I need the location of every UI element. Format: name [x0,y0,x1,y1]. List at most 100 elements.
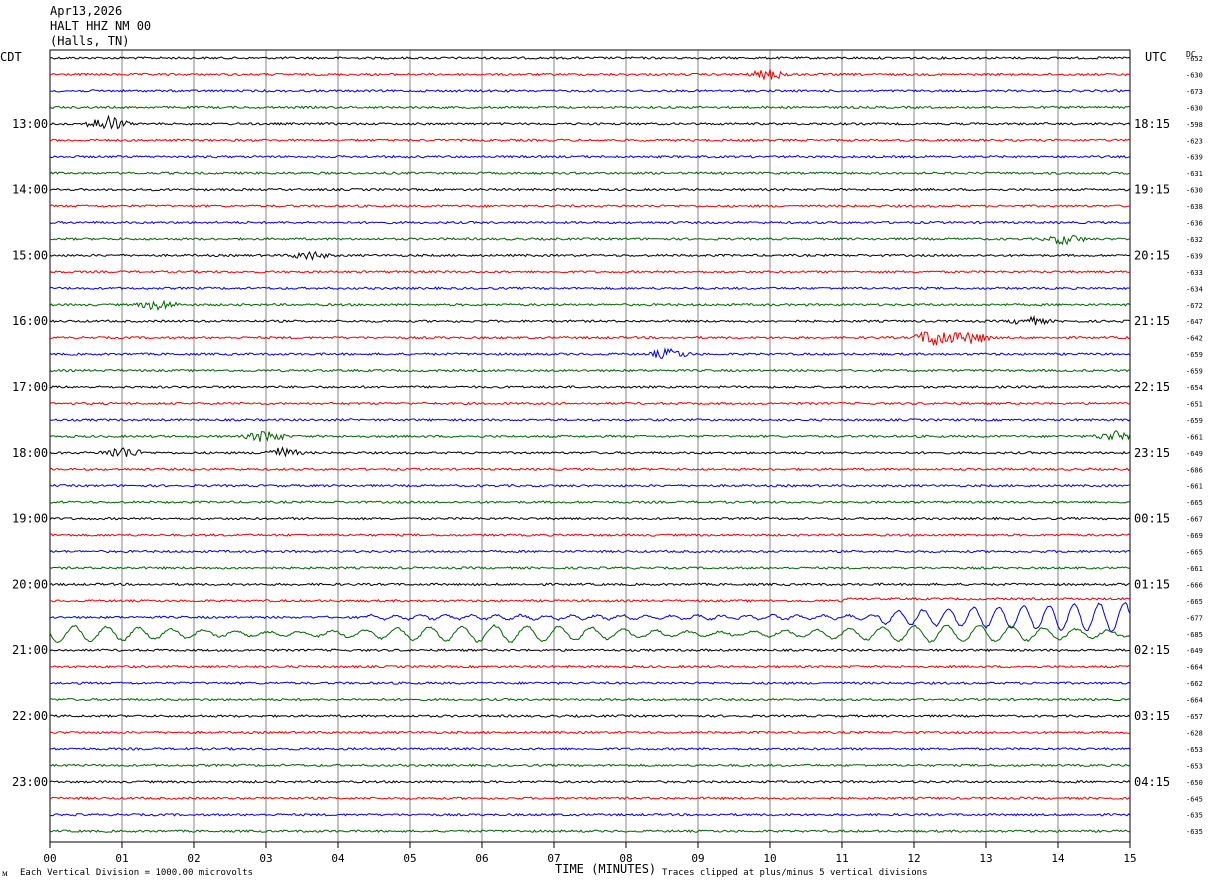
seismic-trace [49,368,1131,373]
seismic-trace [49,648,1131,653]
seismic-trace [49,483,1131,488]
x-tick-label: 14 [1051,852,1065,865]
dc-offset-label: -636 [1186,220,1203,228]
cdt-hour-label: 15:00 [12,248,48,262]
seismic-trace [49,234,1131,246]
seismic-trace [49,446,1131,458]
seismic-trace [49,467,1131,472]
seismic-trace [49,746,1131,751]
utc-hour-label: 22:15 [1134,380,1170,394]
x-tick-label: 07 [547,852,560,865]
seismic-trace [50,597,1131,603]
cdt-hour-label: 16:00 [12,314,48,328]
seismic-trace [49,204,1131,208]
cdt-hour-label: 13:00 [12,117,48,131]
footer-logo: ᴍ [2,869,8,879]
dc-offset-label: -650 [1186,779,1203,787]
x-tick-label: 09 [691,852,704,865]
dc-offset-label: -665 [1186,549,1203,557]
seismic-trace [49,69,1131,81]
seismic-trace [49,347,1131,360]
dc-offset-label: -672 [1186,302,1203,310]
seismic-trace [49,187,1131,192]
dc-offset-label: -661 [1186,565,1203,573]
seismic-trace [49,549,1131,554]
clip-note: Traces clipped at plus/minus 5 vertical … [662,868,928,878]
dc-offset-label: -667 [1186,516,1203,524]
dc-offset-label: -634 [1186,285,1203,293]
seismic-trace [50,697,1131,702]
left-timezone-label: CDT [0,50,22,64]
seismic-trace [49,681,1131,685]
dc-offset-label: -630 [1186,187,1203,195]
cdt-hour-label: 23:00 [12,775,48,789]
dc-offset-label: -623 [1186,137,1203,145]
dc-offset-label: -685 [1186,631,1203,639]
dc-offset-label: -633 [1186,269,1203,277]
dc-offset-label: -664 [1186,664,1203,672]
utc-hour-label: 20:15 [1134,248,1170,262]
x-tick-label: 10 [763,852,776,865]
dc-offset-label: -639 [1186,154,1203,162]
dc-offset-label: -638 [1186,203,1203,211]
x-tick-label: 15 [1123,852,1136,865]
dc-offset-label: -628 [1186,729,1203,737]
dc-offset-label: -686 [1186,466,1203,474]
dc-offset-label: -653 [1186,746,1203,754]
seismic-trace [49,812,1131,817]
dc-offset-label: -664 [1186,697,1203,705]
dc-offset-label: -659 [1186,368,1203,376]
seismic-trace [49,500,1131,505]
seismic-trace [49,315,1131,326]
cdt-hour-label: 21:00 [12,643,48,657]
seismic-trace [49,779,1131,784]
x-tick-label: 11 [835,852,848,865]
dc-offset-label: -631 [1186,170,1203,178]
right-timezone-label: UTC [1145,50,1167,64]
utc-hour-label: 03:15 [1134,709,1170,723]
x-axis-label: TIME (MINUTES) [555,862,657,876]
seismic-trace [49,430,1131,442]
seismic-trace [49,533,1131,537]
dc-offset-label: -661 [1186,433,1203,441]
dc-offset-label: -665 [1186,499,1203,507]
seismic-trace [49,88,1131,93]
utc-hour-label: 19:15 [1134,183,1170,197]
seismic-trace [49,138,1131,143]
plot-frame [49,49,1131,843]
x-tick-label: 12 [907,852,920,865]
seismic-trace [49,566,1131,570]
x-tick-label: 00 [43,852,56,865]
x-tick-label: 03 [259,852,272,865]
dc-offset-label: -677 [1186,614,1203,622]
seismic-trace [49,829,1131,834]
dc-offset-label: -673 [1186,88,1203,96]
dc-offset-label: -647 [1186,318,1203,326]
cdt-hour-label: 20:00 [12,577,48,591]
utc-hour-label: 18:15 [1134,117,1170,131]
seismic-trace [49,714,1131,718]
seismic-trace [49,582,1130,587]
cdt-hour-label: 18:00 [12,446,48,460]
seismic-trace [49,56,1131,60]
dc-offset-label: -657 [1186,713,1203,721]
seismic-trace [49,171,1131,175]
header-location: (Halls, TN) [50,34,130,48]
seismic-trace [49,730,1131,735]
cdt-hour-label: 17:00 [12,380,48,394]
utc-hour-label: 01:15 [1134,577,1170,591]
x-tick-label: 05 [403,852,416,865]
seismic-trace [49,220,1131,225]
seismic-trace [49,331,1131,346]
dc-offset-label: -649 [1186,450,1203,458]
dc-offset-header: DC [1186,50,1196,59]
dc-offset-label: -635 [1186,828,1203,836]
utc-hour-label: 23:15 [1134,446,1170,460]
cdt-hour-label: 14:00 [12,183,48,197]
dc-offset-label: -662 [1186,680,1203,688]
utc-hour-label: 04:15 [1134,775,1170,789]
cdt-hour-label: 22:00 [12,709,48,723]
seismic-trace [49,602,1131,632]
seismic-trace [49,664,1131,669]
scale-note: Each Vertical Division = 1000.00 microvo… [20,868,253,878]
